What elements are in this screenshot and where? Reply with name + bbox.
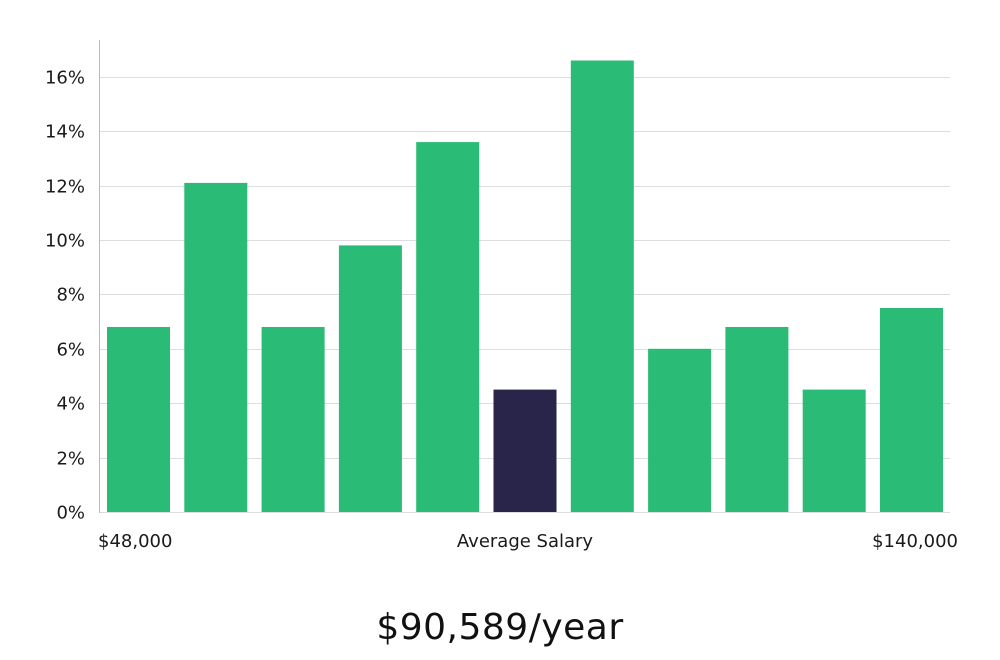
x-axis-end-label: $140,000 [872,531,958,552]
y-tick-label: 0% [56,503,85,524]
bar [338,245,402,512]
salary-distribution-chart: 0% 2% 4% 6% 8% 10% 12% 14% 16% $48,000 Average S… [45,40,958,552]
x-axis-title: Average Salary [457,531,594,552]
average-salary-value: $90,589/year [376,607,624,648]
y-tick-label: 6% [56,340,85,361]
bar [570,60,634,512]
bar [648,348,712,512]
bars [107,60,943,512]
y-tick-label: 8% [56,285,85,306]
y-tick-label: 4% [56,394,85,415]
bar [880,308,943,512]
bar-highlighted [493,389,557,512]
y-tick-label: 16% [45,68,85,89]
bar [802,389,866,512]
x-axis-start-label: $48,000 [98,531,172,552]
y-tick-label: 10% [45,231,85,252]
y-tick-label: 12% [45,177,85,198]
bar [107,327,170,512]
y-tick-label: 2% [56,449,85,470]
bar [416,142,480,512]
bar [184,182,248,512]
y-tick-label: 14% [45,122,85,143]
bar [725,327,789,512]
bar [261,327,325,512]
y-tick-labels: 0% 2% 4% 6% 8% 10% 12% 14% 16% [45,68,85,524]
